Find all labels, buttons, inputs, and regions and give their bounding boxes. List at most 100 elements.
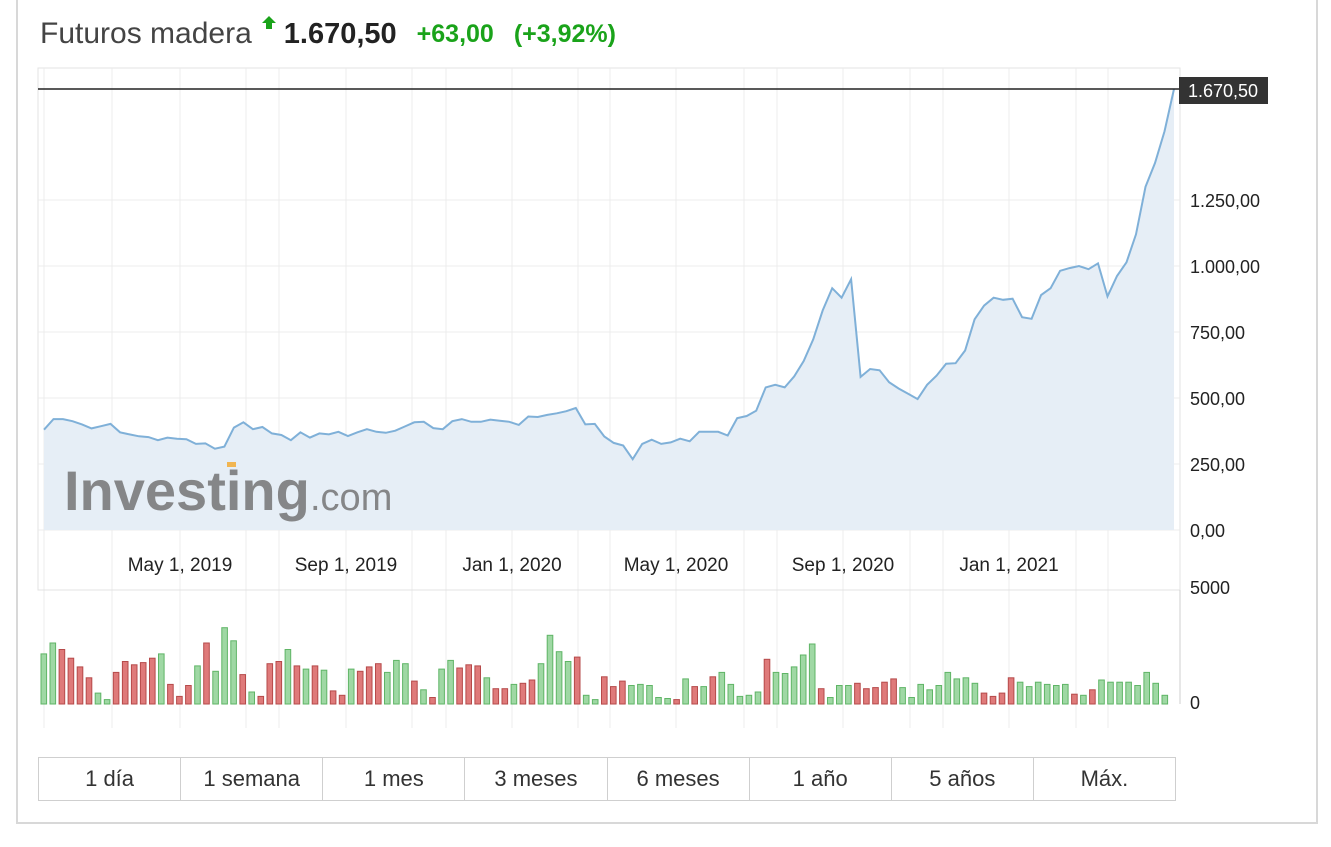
y-tick-label: 500,00 — [1190, 389, 1245, 409]
volume-bar-up — [320, 669, 328, 705]
price-area — [44, 89, 1174, 530]
volume-bar-down — [338, 694, 346, 705]
volume-bar-down — [356, 670, 364, 705]
volume-bar-down — [601, 676, 608, 705]
tab-6-months[interactable]: 6 meses — [607, 758, 750, 800]
volume-bar-up — [1080, 694, 1087, 705]
volume-bar-down — [76, 666, 84, 705]
volume-bar-up — [555, 651, 563, 705]
volume-bar-up — [230, 640, 237, 705]
volume-bar-down — [58, 649, 66, 705]
up-arrow-icon — [261, 16, 276, 35]
volume-bar-up — [158, 653, 165, 705]
range-tabs: 1 día 1 semana 1 mes 3 meses 6 meses 1 a… — [38, 757, 1176, 801]
quote-header: Futuros madera 1.670,50 +63,00 (+3,92%) — [40, 14, 616, 54]
volume-bar-down — [1089, 689, 1096, 705]
x-axis: May 1, 2019 Sep 1, 2019 Jan 1, 2020 May 1, … — [128, 555, 1059, 576]
volume-bar-down — [176, 695, 183, 705]
volume-bar-up — [546, 634, 554, 705]
volume-bar-up — [94, 692, 102, 705]
volume-zero-label: 0 — [1190, 693, 1200, 713]
last-price: 1.670,50 — [283, 17, 397, 50]
instrument-title: Futuros madera — [40, 17, 252, 50]
volume-bar-down — [501, 688, 509, 705]
tab-1-day[interactable]: 1 día — [39, 758, 182, 800]
volume-bar-down — [139, 662, 147, 705]
volume-bar-up — [1134, 685, 1141, 705]
volume-bars — [40, 627, 1169, 705]
volume-bar-down — [519, 682, 527, 705]
volume-bar-down — [67, 657, 75, 705]
volume-bar-down — [691, 686, 699, 705]
volume-bar-up — [754, 691, 762, 705]
volume-bar-up — [1043, 683, 1051, 705]
volume-bar-up — [917, 683, 925, 705]
tab-1-week[interactable]: 1 semana — [181, 758, 324, 800]
volume-bar-down — [854, 682, 861, 705]
price-chart[interactable]: 1.250,00 1.000,00 750,00 500,00 250,00 0,00 M… — [0, 0, 1331, 760]
volume-bar-up — [582, 694, 590, 705]
volume-bar-down — [130, 664, 138, 705]
volume-bar-up — [483, 677, 491, 705]
volume-bar-up — [402, 663, 409, 705]
y-tick-label: 1.000,00 — [1190, 257, 1260, 277]
volume-bar-up — [727, 683, 735, 705]
volume-bar-up — [1125, 681, 1132, 705]
volume-bar-up — [438, 668, 445, 705]
volume-bar-down — [998, 692, 1006, 705]
volume-bar-down — [863, 688, 870, 705]
volume-bar-down — [411, 680, 418, 705]
tab-5-years[interactable]: 5 años — [891, 758, 1034, 800]
volume-bar-up — [1152, 682, 1160, 705]
volume-bar-up — [962, 677, 970, 705]
x-tick-label: Jan 1, 2020 — [462, 555, 561, 576]
volume-bar-down — [1071, 693, 1078, 705]
volume-bar-down — [257, 695, 265, 705]
watermark-accent — [227, 462, 236, 467]
volume-bar-up — [700, 686, 708, 705]
volume-bar-up — [935, 685, 943, 705]
volume-bar-up — [971, 682, 979, 705]
y-tick-label: 1.250,00 — [1190, 191, 1260, 211]
volume-bar-down — [185, 685, 192, 705]
volume-bar-up — [510, 683, 518, 705]
tab-1-year[interactable]: 1 año — [749, 758, 892, 800]
volume-bar-down — [456, 667, 463, 705]
volume-bar-up — [420, 689, 427, 705]
x-tick-label: Sep 1, 2019 — [295, 555, 397, 576]
volume-bar-up — [393, 659, 400, 705]
y-tick-label: 0,00 — [1190, 521, 1225, 541]
volume-bar-down — [1007, 677, 1015, 705]
price-change-percent: (+3,92%) — [513, 19, 616, 48]
volume-bar-up — [103, 699, 111, 705]
y-tick-label: 250,00 — [1190, 455, 1245, 475]
y-axis: 1.250,00 1.000,00 750,00 500,00 250,00 0,00 — [1190, 191, 1260, 541]
volume-axis: 5000 0 — [1179, 578, 1230, 713]
tab-1-month[interactable]: 1 mes — [323, 758, 466, 800]
volume-bar-up — [1107, 681, 1114, 705]
x-tick-label: May 1, 2020 — [624, 555, 729, 576]
volume-bar-down — [266, 663, 274, 705]
volume-bar-down — [239, 674, 246, 705]
volume-bar-down — [492, 688, 500, 705]
volume-bar-up — [953, 678, 961, 705]
volume-bar-down — [980, 692, 988, 705]
volume-bar-up — [49, 642, 57, 705]
volume-bar-up — [682, 678, 689, 705]
volume-bar-up — [1143, 671, 1151, 705]
volume-bar-down — [429, 697, 436, 705]
tab-3-months[interactable]: 3 meses — [465, 758, 608, 800]
volume-bar-up — [736, 695, 744, 705]
price-change: +63,00 — [416, 19, 494, 48]
volume-bar-down — [709, 676, 717, 705]
tab-max[interactable]: Máx. — [1033, 758, 1175, 800]
price-tag-label: 1.670,50 — [1188, 81, 1258, 101]
volume-bar-down — [881, 681, 888, 705]
x-tick-label: Jan 1, 2021 — [959, 555, 1058, 576]
volume-bar-up — [781, 673, 789, 705]
volume-bar-up — [564, 661, 572, 705]
volume-bar-up — [827, 697, 834, 705]
volume-bar-down — [872, 687, 879, 705]
volume-bar-up — [745, 694, 753, 705]
volume-bar-up — [40, 653, 48, 705]
